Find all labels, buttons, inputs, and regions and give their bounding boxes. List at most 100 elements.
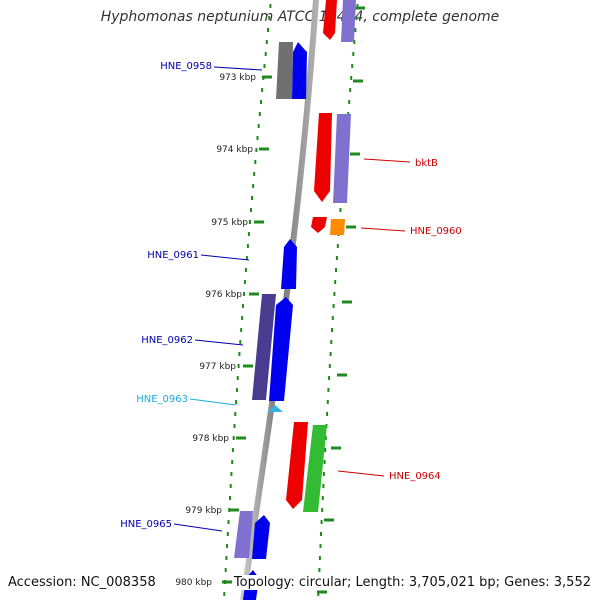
track-dot xyxy=(269,4,272,8)
track-dot xyxy=(326,400,329,404)
track-dot xyxy=(331,316,334,320)
track-dot xyxy=(239,340,242,344)
track-dot xyxy=(245,256,248,260)
track-dot xyxy=(336,244,339,248)
gene-feature-blue[interactable] xyxy=(252,515,270,559)
track-dot xyxy=(225,556,228,560)
gene-feature-orange[interactable] xyxy=(330,219,345,235)
gene-feature-blue[interactable] xyxy=(292,42,307,99)
track-dot xyxy=(321,508,324,512)
track-dot xyxy=(317,592,320,596)
track-dot xyxy=(333,292,336,296)
gene-features-forward xyxy=(234,42,307,600)
gene-feature-blue[interactable] xyxy=(269,297,293,401)
track-dot xyxy=(231,448,234,452)
track-dot xyxy=(352,52,355,56)
gene-feature-lavender[interactable] xyxy=(341,0,356,42)
scale-label-973: 973 kbp xyxy=(219,73,256,83)
track-dot xyxy=(348,100,351,104)
gene-feature-lavender[interactable] xyxy=(234,511,253,558)
track-dot xyxy=(230,472,233,476)
track-dot xyxy=(242,304,244,308)
track-dot xyxy=(355,16,358,20)
track-dot xyxy=(268,16,271,20)
track-dot xyxy=(241,316,244,320)
gene-label-hne-0962[interactable]: HNE_0962 xyxy=(141,335,193,346)
track-dot xyxy=(339,208,342,212)
track-dot xyxy=(254,160,257,164)
track-dot xyxy=(328,376,331,380)
gene-feature-darkpurple[interactable] xyxy=(252,294,276,400)
track-dot xyxy=(255,148,258,152)
track-dot xyxy=(248,220,251,224)
track-dot xyxy=(261,88,264,92)
gene-label-hne-0958[interactable]: HNE_0958 xyxy=(160,61,212,72)
track-dot xyxy=(260,100,262,104)
scale-label-978: 978 kbp xyxy=(192,434,229,444)
gene-feature-red[interactable] xyxy=(311,217,327,233)
track-dot xyxy=(354,28,357,32)
track-dot xyxy=(335,268,337,272)
track-dot xyxy=(264,52,267,56)
track-dot xyxy=(253,172,256,176)
gene-feature-cyan[interactable] xyxy=(268,405,283,412)
gene-label-hne-0960[interactable]: HNE_0960 xyxy=(410,226,462,237)
track-dot xyxy=(229,484,232,488)
scale-label-979: 979 kbp xyxy=(185,506,222,516)
track-dot xyxy=(319,544,322,548)
track-dot xyxy=(351,64,354,68)
scale-labels: 973 kbp 974 kbp 975 kbp 976 kbp 977 kbp … xyxy=(175,73,256,588)
track-dot xyxy=(322,472,325,476)
track-dot xyxy=(335,256,338,260)
outer-dotted-track xyxy=(317,4,359,596)
gene-label-bktb[interactable]: bktB xyxy=(415,158,438,169)
gene-label-hne-0961[interactable]: HNE_0961 xyxy=(147,250,199,261)
track-dot xyxy=(251,196,253,200)
track-dot xyxy=(323,460,326,464)
track-dot xyxy=(326,412,329,416)
track-dot xyxy=(265,40,268,44)
track-dot xyxy=(235,400,238,404)
gene-feature-red[interactable] xyxy=(286,422,308,509)
track-dot xyxy=(329,352,332,356)
track-dot xyxy=(234,412,237,416)
track-dot xyxy=(318,556,321,560)
gene-labels: HNE_0958 bktB HNE_0960 HNE_0961 HNE_0962… xyxy=(120,61,462,530)
gene-features-reverse xyxy=(286,0,356,512)
gene-feature-gray[interactable] xyxy=(276,42,293,99)
scale-ticks xyxy=(222,6,365,594)
track-dot xyxy=(334,280,337,284)
track-dot xyxy=(226,532,229,536)
gene-feature-lavender[interactable] xyxy=(333,114,351,203)
gene-feature-blue[interactable] xyxy=(281,239,297,289)
genome-summary-text: Topology: circular; Length: 3,705,021 bp… xyxy=(233,575,591,590)
track-dot xyxy=(320,520,323,524)
scale-label-974: 974 kbp xyxy=(216,145,253,155)
gene-feature-red[interactable] xyxy=(323,0,337,40)
track-dot xyxy=(246,244,249,248)
gene-feature-red[interactable] xyxy=(314,113,332,202)
track-dot xyxy=(327,388,330,392)
track-dot xyxy=(232,436,235,440)
scale-label-976: 976 kbp xyxy=(205,290,242,300)
track-dot xyxy=(257,124,260,128)
scale-label-977: 977 kbp xyxy=(199,362,236,372)
track-dot xyxy=(224,568,227,572)
gene-feature-green[interactable] xyxy=(303,425,327,512)
accession-text: Accession: NC_008358 xyxy=(8,575,156,590)
track-dot xyxy=(328,364,331,368)
track-dot xyxy=(322,484,325,488)
track-dot xyxy=(237,364,240,368)
scale-label-980: 980 kbp xyxy=(175,578,212,588)
track-dot xyxy=(324,436,327,440)
track-dot xyxy=(235,388,238,392)
track-dot xyxy=(240,328,243,332)
track-dot xyxy=(256,136,259,140)
track-dot xyxy=(356,4,359,8)
gene-label-hne-0963[interactable]: HNE_0963 xyxy=(136,394,188,405)
gene-label-hne-0964[interactable]: HNE_0964 xyxy=(389,471,441,482)
track-dot xyxy=(349,88,352,92)
gene-label-hne-0965[interactable]: HNE_0965 xyxy=(120,519,172,530)
track-dot xyxy=(324,448,327,452)
